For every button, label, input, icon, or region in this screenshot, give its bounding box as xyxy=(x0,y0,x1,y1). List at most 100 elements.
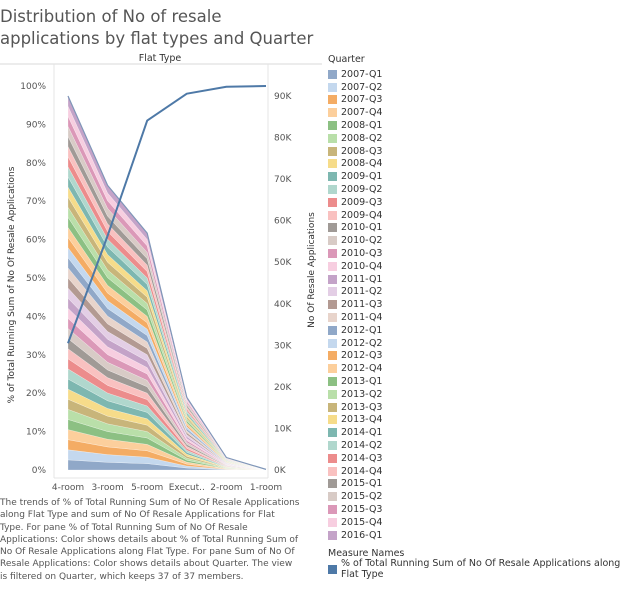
quarter-legend-item[interactable]: 2009-Q2 xyxy=(328,183,637,196)
quarter-legend[interactable]: Quarter 2007-Q1 2007-Q2 2007-Q3 2007-Q4 2008… xyxy=(328,54,637,541)
left-axis-tick: 50% xyxy=(26,274,46,284)
legend-label: % of Total Running Sum of No Of Resale A… xyxy=(341,558,621,580)
legend-swatch xyxy=(328,82,337,92)
legend-swatch xyxy=(328,146,337,156)
quarter-legend-item[interactable]: 2011-Q3 xyxy=(328,298,637,311)
quarter-legend-title: Quarter xyxy=(328,54,365,65)
quarter-legend-item[interactable]: 2009-Q1 xyxy=(328,170,637,183)
legend-swatch xyxy=(328,441,337,450)
left-axis-tick: 40% xyxy=(26,312,46,322)
quarter-legend-item[interactable]: 2014-Q2 xyxy=(328,439,637,452)
x-axis-tick: 2-room xyxy=(210,483,242,493)
quarter-legend-item[interactable]: 2015-Q3 xyxy=(328,503,637,516)
legend-label: 2010-Q3 xyxy=(341,248,383,260)
stack-top-outline xyxy=(67,95,267,470)
quarter-legend-item[interactable]: 2011-Q2 xyxy=(328,286,637,299)
right-axis-tick: 90K xyxy=(274,92,292,102)
x-axis-tick: 1-room xyxy=(250,483,282,493)
legend-swatch xyxy=(328,564,337,574)
legend-swatch xyxy=(328,466,337,476)
legend-swatch xyxy=(328,133,337,143)
quarter-legend-item[interactable]: 2010-Q1 xyxy=(328,222,637,235)
legend-swatch xyxy=(328,121,337,131)
legend-swatch xyxy=(328,159,337,169)
legend-label: 2014-Q1 xyxy=(341,427,383,439)
right-axis-tick: 80K xyxy=(274,134,292,144)
legend-label: 2013-Q4 xyxy=(341,414,383,426)
legend-swatch xyxy=(328,300,337,310)
chart-area: Flat Type 0% 10% 20% 30% 40% 50% 60% 70% 80% 90% 1… xyxy=(0,53,322,493)
quarter-legend-item[interactable]: 2007-Q4 xyxy=(328,106,637,119)
right-axis-tick: 50K xyxy=(274,258,292,268)
legend-label: 2010-Q1 xyxy=(341,222,383,234)
left-axis-tick: 60% xyxy=(26,236,46,246)
legend-label: 2007-Q4 xyxy=(341,107,383,119)
running-sum-line xyxy=(67,85,267,344)
legend-swatch xyxy=(328,185,337,195)
quarter-legend-item[interactable]: 2011-Q1 xyxy=(328,273,637,286)
quarter-legend-item[interactable]: 2011-Q4 xyxy=(328,311,637,324)
quarter-legend-item[interactable]: 2010-Q4 xyxy=(328,260,637,273)
right-axis-tick: 20K xyxy=(274,383,292,393)
quarter-legend-item[interactable]: 2016-Q1 xyxy=(328,529,637,542)
left-axis-tick: 70% xyxy=(26,197,46,207)
quarter-legend-item[interactable]: 2012-Q4 xyxy=(328,362,637,375)
legend-label: 2007-Q2 xyxy=(341,81,383,93)
quarter-legend-item[interactable]: 2014-Q3 xyxy=(328,452,637,465)
quarter-legend-item[interactable]: 2007-Q2 xyxy=(328,81,637,94)
right-axis-tick: 40K xyxy=(274,300,292,310)
right-axis-tick: 30K xyxy=(274,341,292,351)
legend-swatch xyxy=(328,530,337,540)
quarter-legend-item[interactable]: 2014-Q4 xyxy=(328,465,637,478)
quarter-legend-item[interactable]: 2007-Q1 xyxy=(328,68,637,81)
quarter-legend-item[interactable]: 2015-Q1 xyxy=(328,478,637,491)
quarter-legend-item[interactable]: 2010-Q2 xyxy=(328,234,637,247)
legend-label: 2015-Q1 xyxy=(341,478,383,490)
quarter-legend-item[interactable]: 2008-Q1 xyxy=(328,119,637,132)
quarter-legend-item[interactable]: 2007-Q3 xyxy=(328,94,637,107)
legend-swatch xyxy=(328,249,337,259)
quarter-legend-item[interactable]: 2013-Q4 xyxy=(328,414,637,427)
quarter-legend-item[interactable]: 2013-Q3 xyxy=(328,401,637,414)
legend-label: 2011-Q3 xyxy=(341,299,383,311)
quarter-legend-item[interactable]: 2013-Q1 xyxy=(328,375,637,388)
legend-label: 2008-Q4 xyxy=(341,158,383,170)
legend-label: 2010-Q4 xyxy=(341,260,383,272)
quarter-legend-item[interactable]: 2013-Q2 xyxy=(328,388,637,401)
measure-names-legend[interactable]: Measure Names % of Total Running Sum of … xyxy=(328,548,637,580)
legend-label: 2012-Q2 xyxy=(341,337,383,349)
quarter-legend-item[interactable]: 2008-Q3 xyxy=(328,145,637,158)
measure-legend-item[interactable]: % of Total Running Sum of No Of Resale A… xyxy=(328,558,637,580)
left-axis-tick: 90% xyxy=(26,120,46,130)
legend-label: 2009-Q4 xyxy=(341,209,383,221)
quarter-legend-item[interactable]: 2012-Q2 xyxy=(328,337,637,350)
quarter-legend-item[interactable]: 2014-Q1 xyxy=(328,426,637,439)
legend-label: 2010-Q2 xyxy=(341,235,383,247)
quarter-legend-item[interactable]: 2008-Q2 xyxy=(328,132,637,145)
legend-label: 2009-Q2 xyxy=(341,184,383,196)
legend-swatch xyxy=(328,95,337,105)
quarter-legend-item[interactable]: 2009-Q3 xyxy=(328,196,637,209)
quarter-legend-item[interactable]: 2015-Q2 xyxy=(328,490,637,503)
quarter-legend-item[interactable]: 2012-Q3 xyxy=(328,350,637,363)
quarter-legend-item[interactable]: 2012-Q1 xyxy=(328,324,637,337)
legend-swatch xyxy=(328,377,337,387)
left-axis-tick: 80% xyxy=(26,159,46,169)
quarter-legend-item[interactable]: 2008-Q4 xyxy=(328,158,637,171)
measure-legend-title: Measure Names xyxy=(328,548,405,559)
right-axis-tick: 60K xyxy=(274,217,292,227)
legend-label: 2013-Q1 xyxy=(341,376,383,388)
legend-swatch xyxy=(328,517,337,527)
quarter-legend-item[interactable]: 2015-Q4 xyxy=(328,516,637,529)
quarter-legend-item[interactable]: 2009-Q4 xyxy=(328,209,637,222)
chart-title: Distribution of No of resale application… xyxy=(0,7,314,48)
legend-label: 2015-Q3 xyxy=(341,503,383,515)
legend-label: 2012-Q1 xyxy=(341,324,383,336)
left-axis-tick: 10% xyxy=(26,428,46,438)
legend-label: 2013-Q3 xyxy=(341,401,383,413)
left-axis-tick: 0% xyxy=(32,466,47,476)
legend-label: 2007-Q3 xyxy=(341,94,383,106)
legend-swatch xyxy=(328,172,337,182)
quarter-legend-item[interactable]: 2010-Q3 xyxy=(328,247,637,260)
legend-label: 2013-Q2 xyxy=(341,388,383,400)
